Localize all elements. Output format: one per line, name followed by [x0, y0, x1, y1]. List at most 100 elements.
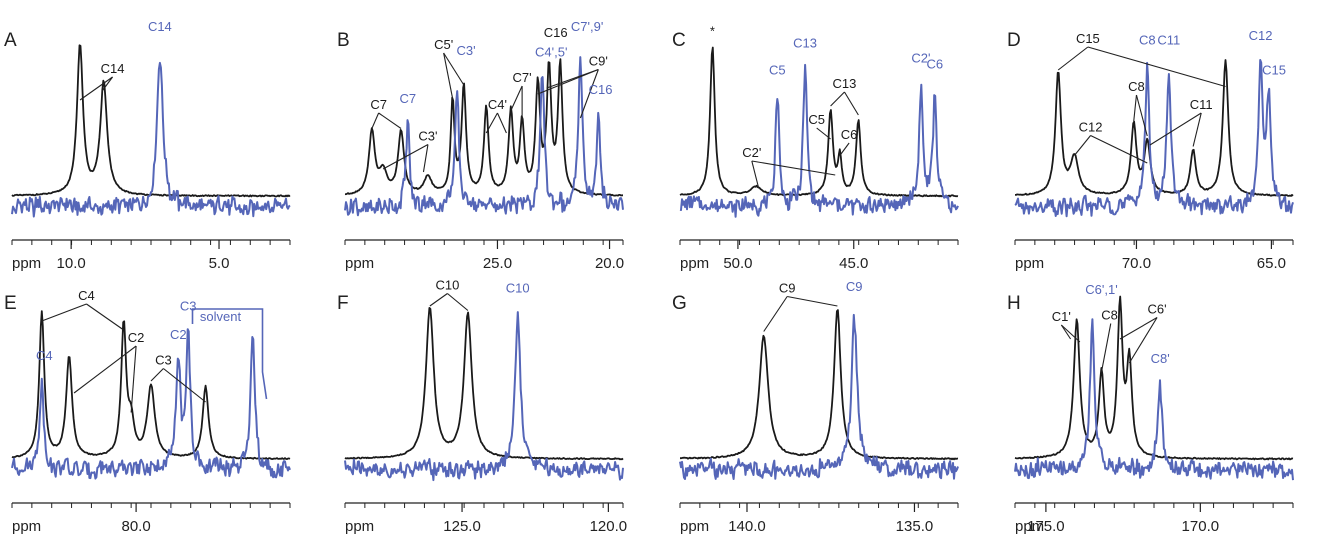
label-pointer: [787, 295, 838, 307]
label-pointer: [751, 160, 760, 189]
panel-letter: D: [1007, 30, 1021, 51]
spectrum-line-black: [1015, 59, 1294, 197]
peak-label: C10: [435, 278, 459, 293]
label-pointer: [378, 112, 402, 129]
panel-letter: E: [4, 293, 17, 314]
label-pointer: [130, 345, 137, 413]
peak-label: C7: [399, 91, 416, 106]
peak-label: C8: [1128, 79, 1145, 94]
label-pointer: [1128, 317, 1158, 364]
tick-label: 65.0: [1257, 255, 1286, 272]
x-axis: 25.0 20.0 ppm: [344, 239, 624, 272]
peak-label: C5': [434, 37, 453, 52]
label-pointer: [485, 112, 498, 134]
solvent-bracket: [191, 308, 268, 400]
spectrum-line-black: [11, 310, 291, 461]
spectrum-line-black: [680, 309, 959, 461]
label-pointer: [1087, 46, 1226, 88]
label-pointer: [371, 112, 380, 129]
label-pointer: [751, 160, 836, 176]
peak-label: C13: [793, 36, 817, 51]
x-axis: 140.0 135.0 ppm: [679, 502, 959, 535]
peak-label: C6: [927, 57, 944, 72]
axis-unit-label: ppm: [345, 518, 374, 535]
label-pointer: [422, 144, 429, 173]
peak-label: C2': [911, 51, 930, 66]
label-pointer: [839, 142, 850, 156]
panel-letter: C: [672, 30, 686, 51]
peak-label: C11: [1157, 33, 1180, 48]
tick-label: 175.0: [1027, 518, 1065, 535]
peak-label: C11: [1190, 97, 1213, 112]
label-pointer: [86, 303, 125, 331]
label-pointer: [496, 112, 507, 134]
label-pointer: [1073, 135, 1092, 156]
spectrum-line-black: [344, 58, 623, 197]
label-pointer: [1060, 324, 1081, 343]
peak-label: C2': [742, 145, 761, 160]
peak-label: C4': [488, 97, 507, 112]
spectrum-line-blue: [344, 56, 624, 217]
label-pointer: [1149, 112, 1202, 146]
x-axis: 175.0 170.0 ppm: [1014, 502, 1294, 535]
peak-label: C2: [128, 330, 145, 345]
peak-label: C4',5': [535, 45, 567, 60]
spectrum-line-blue: [1014, 318, 1294, 481]
peak-label: C9: [779, 281, 796, 296]
peak-label: C3': [457, 43, 476, 58]
label-pointer: [443, 52, 454, 99]
spectrum-panel-a: A 10.0 5.0 ppm C14 C14: [4, 19, 291, 272]
tick-label: 70.0: [1122, 255, 1151, 272]
spectrum-line-black: [11, 44, 291, 198]
peak-label: C7',9': [571, 19, 603, 34]
peak-label: C12: [1079, 120, 1103, 135]
label-pointer: [1135, 94, 1148, 137]
peak-label: C2: [170, 327, 187, 342]
tick-label: 125.0: [443, 518, 481, 535]
axis-unit-label: ppm: [1015, 255, 1044, 272]
peak-label: C16: [544, 25, 568, 40]
spectrum-line-blue: [11, 328, 291, 480]
peak-label: C5: [769, 63, 786, 78]
spectrum-panel-h: H 175.0 170.0 ppm C1' C6',1' C8' C6' C8': [1007, 282, 1294, 535]
peak-label: C8: [1139, 33, 1156, 48]
tick-label: 80.0: [122, 518, 151, 535]
peak-label: C15: [1262, 63, 1286, 78]
label-pointer: [1060, 324, 1072, 340]
peak-label: C16: [589, 82, 613, 97]
label-pointer: [150, 368, 164, 382]
label-pointer: [579, 69, 599, 119]
tick-label: 5.0: [209, 255, 230, 272]
axis-unit-label: ppm: [12, 255, 41, 272]
label-pointer: [163, 368, 206, 403]
panel-letter: F: [337, 293, 349, 314]
peak-label: C14: [101, 61, 125, 76]
axis-unit-label: ppm: [12, 518, 41, 535]
spectrum-line-blue: [1014, 59, 1294, 218]
tick-label: 135.0: [896, 518, 934, 535]
label-pointer: [546, 68, 599, 89]
peak-label: C3: [155, 353, 172, 368]
peak-label: C8': [1151, 351, 1170, 366]
spectrum-panel-f: F 125.0 120.0 ppm C10 C10: [337, 278, 627, 536]
label-pointer: [1057, 46, 1089, 71]
axis-unit-label: ppm: [345, 255, 374, 272]
label-pointer: [443, 52, 465, 86]
peak-label: C3: [180, 299, 197, 314]
label-pointer: [1192, 112, 1202, 147]
label-pointer: [429, 293, 448, 307]
tick-label: 20.0: [595, 255, 624, 272]
axis-unit-label: ppm: [680, 255, 709, 272]
peak-label: C9: [846, 279, 863, 294]
peak-label: C4: [36, 348, 53, 363]
label-pointer: [816, 127, 831, 140]
peak-label: C3': [418, 129, 437, 144]
peak-label: C9': [589, 54, 608, 69]
spectrum-line-blue: [344, 311, 624, 482]
label-pointer: [79, 76, 113, 101]
spectrum-panel-g: G 140.0 135.0 ppm C9 C9: [672, 279, 959, 535]
label-pointer: [830, 91, 845, 107]
label-pointer: [447, 293, 469, 311]
tick-label: 25.0: [483, 255, 512, 272]
